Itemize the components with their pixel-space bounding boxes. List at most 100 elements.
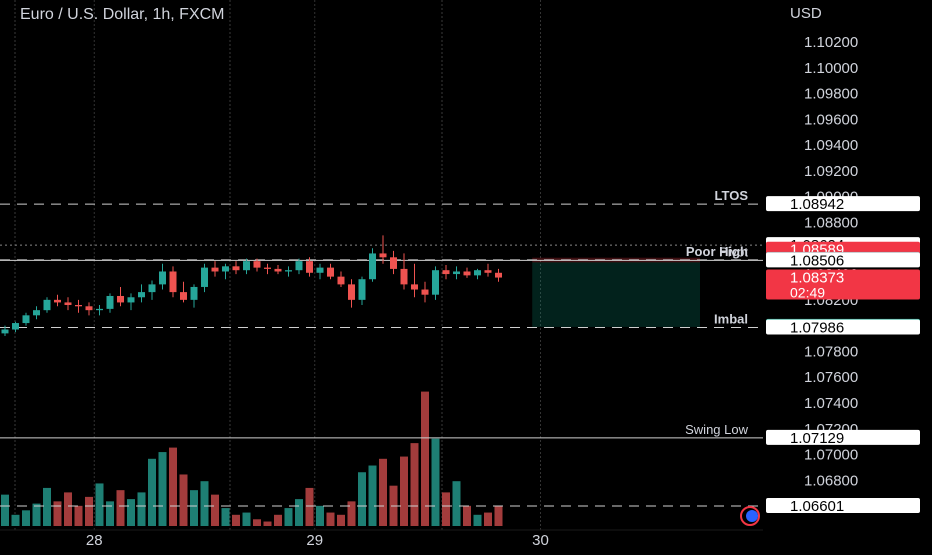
volume-bar [326,512,335,526]
volume-bar [85,496,93,526]
position-box[interactable] [532,257,700,327]
volume-bar [442,492,450,526]
candles [1,235,502,336]
candle-body [148,284,156,293]
level-label: Imbal [714,311,748,326]
candle-body [453,271,460,275]
price-badge [766,269,920,300]
price-badge-value: 1.06601 [790,498,844,515]
volume-bar [32,503,41,526]
price-tick: 1.08800 [804,214,858,231]
volume-bar [242,512,251,526]
candle-body [64,302,72,306]
volume-bar [200,481,209,526]
volume-bar [127,499,135,526]
price-badge-value: 1.08506 [790,252,844,269]
time-label: 29 [306,532,323,549]
volume-bar [463,505,471,526]
volume-bar [379,458,387,526]
price-tick: 1.10000 [804,60,858,77]
candle-body [285,270,292,272]
candle-body [411,284,418,290]
price-tick: 1.09200 [804,163,858,180]
volume-bar [274,514,282,526]
volume-bar [368,465,377,526]
candle-body [264,267,271,269]
candle-body [1,329,9,334]
candle-body [274,268,282,272]
volume-bar [305,487,314,526]
candle-body [421,289,429,295]
price-tick: 1.09800 [804,86,858,103]
candle-body [201,267,208,287]
price-badge [766,429,920,445]
candle-body [54,299,61,303]
candle-body [348,284,355,300]
candle-body [159,271,166,285]
candle-body [12,323,19,330]
price-tick: 1.07800 [804,343,858,360]
volume-bar [64,492,72,526]
candle-body [138,292,145,298]
candle-body [432,270,439,295]
volume-bar [158,452,167,526]
candle-body [442,270,450,275]
logo-icon[interactable] [740,506,760,526]
price-tick: 1.07400 [804,395,858,412]
level-label: Poor High [686,244,748,259]
candle-body [222,266,229,272]
volume-bar [169,447,177,526]
candle-body [85,306,93,311]
candle-body [316,267,324,273]
candle-body [327,267,334,277]
candle-body [379,253,387,258]
candle-body [22,315,30,324]
volume-bar [190,490,198,526]
candle-body [180,292,187,300]
price-badges: 1.089421.086241.085891.085101.085061.083… [766,196,920,515]
candle-body [243,261,250,271]
candle-body [495,272,502,278]
price-tick: 1.10200 [804,34,858,51]
price-badge [766,252,920,268]
price-badge [766,196,920,212]
price-badge-value: 1.08373 [790,270,844,287]
time-axis[interactable]: 28 29 30 [0,529,763,549]
level-label: LTOS [715,188,749,203]
candle-body [295,261,303,271]
volume-bar [221,508,230,526]
price-tick: 1.06800 [804,472,858,489]
volume-bar [43,487,51,526]
volume-bar [137,492,146,526]
volume-bar [148,458,156,526]
volume-bar [284,508,293,526]
candle-body [463,271,471,276]
candle-body [474,270,481,276]
volume-bar [484,512,492,526]
candle-body [117,295,124,303]
volume-bar [116,490,125,526]
symbol-title[interactable]: Euro / U.S. Dollar, 1h, FXCM [20,6,225,23]
candle-body [253,261,261,268]
price-tick: 1.07000 [804,447,858,464]
level-label: Pivot [719,244,748,259]
candle-body [484,270,492,273]
volume-bar [53,501,62,526]
countdown: 02:49 [790,285,825,301]
candle-body [43,299,51,311]
candle-body [96,308,103,311]
candle-body [211,267,219,272]
volume-bar [431,438,440,526]
candle-body [358,279,366,300]
volume-bar [95,483,104,526]
candle-body [190,286,198,300]
price-tick: 1.09400 [804,137,858,154]
volume-bar [400,456,408,526]
volume-bar [494,505,503,526]
candle-body [169,271,177,293]
price-badge [766,498,920,513]
target-zone [532,262,700,327]
